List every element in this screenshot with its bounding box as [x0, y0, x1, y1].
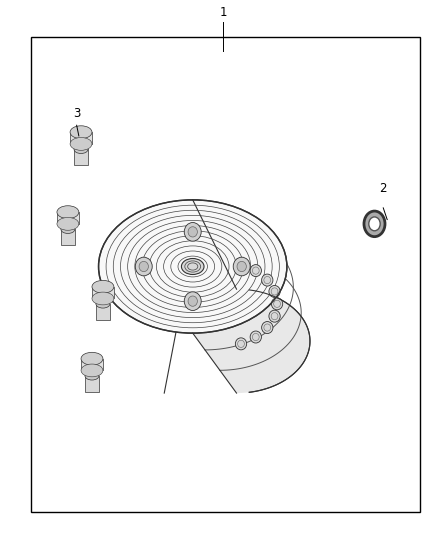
Bar [31, 37, 420, 512]
Ellipse shape [233, 257, 250, 276]
Ellipse shape [269, 310, 280, 322]
Polygon shape [81, 359, 103, 370]
Ellipse shape [269, 286, 280, 297]
Ellipse shape [70, 138, 92, 150]
Ellipse shape [181, 259, 204, 274]
Ellipse shape [92, 280, 114, 293]
Polygon shape [92, 287, 114, 298]
Ellipse shape [250, 264, 261, 277]
Ellipse shape [99, 200, 287, 333]
Ellipse shape [70, 126, 92, 139]
Polygon shape [96, 304, 110, 320]
Text: 1: 1 [219, 6, 227, 19]
Ellipse shape [184, 223, 201, 241]
Ellipse shape [61, 225, 75, 233]
Ellipse shape [272, 298, 283, 310]
Ellipse shape [184, 292, 201, 310]
Polygon shape [85, 376, 99, 392]
Ellipse shape [369, 217, 380, 231]
Ellipse shape [139, 261, 148, 272]
Ellipse shape [261, 321, 273, 334]
Ellipse shape [74, 145, 88, 154]
Ellipse shape [237, 261, 246, 272]
Text: 3: 3 [73, 107, 80, 120]
Text: 2: 2 [379, 182, 387, 195]
Polygon shape [249, 290, 310, 392]
Ellipse shape [92, 292, 114, 305]
Ellipse shape [188, 296, 198, 306]
Ellipse shape [235, 338, 247, 350]
Ellipse shape [96, 300, 110, 308]
Polygon shape [193, 200, 310, 393]
Ellipse shape [235, 258, 247, 270]
Ellipse shape [261, 274, 273, 286]
Polygon shape [74, 149, 88, 165]
Polygon shape [70, 132, 92, 144]
Polygon shape [57, 212, 79, 224]
Ellipse shape [57, 206, 79, 219]
Ellipse shape [81, 352, 103, 365]
Ellipse shape [81, 364, 103, 377]
Ellipse shape [364, 211, 385, 237]
Ellipse shape [135, 257, 152, 276]
Polygon shape [61, 229, 75, 245]
Ellipse shape [250, 331, 261, 343]
Ellipse shape [57, 217, 79, 230]
Ellipse shape [85, 372, 99, 380]
Ellipse shape [188, 227, 198, 237]
